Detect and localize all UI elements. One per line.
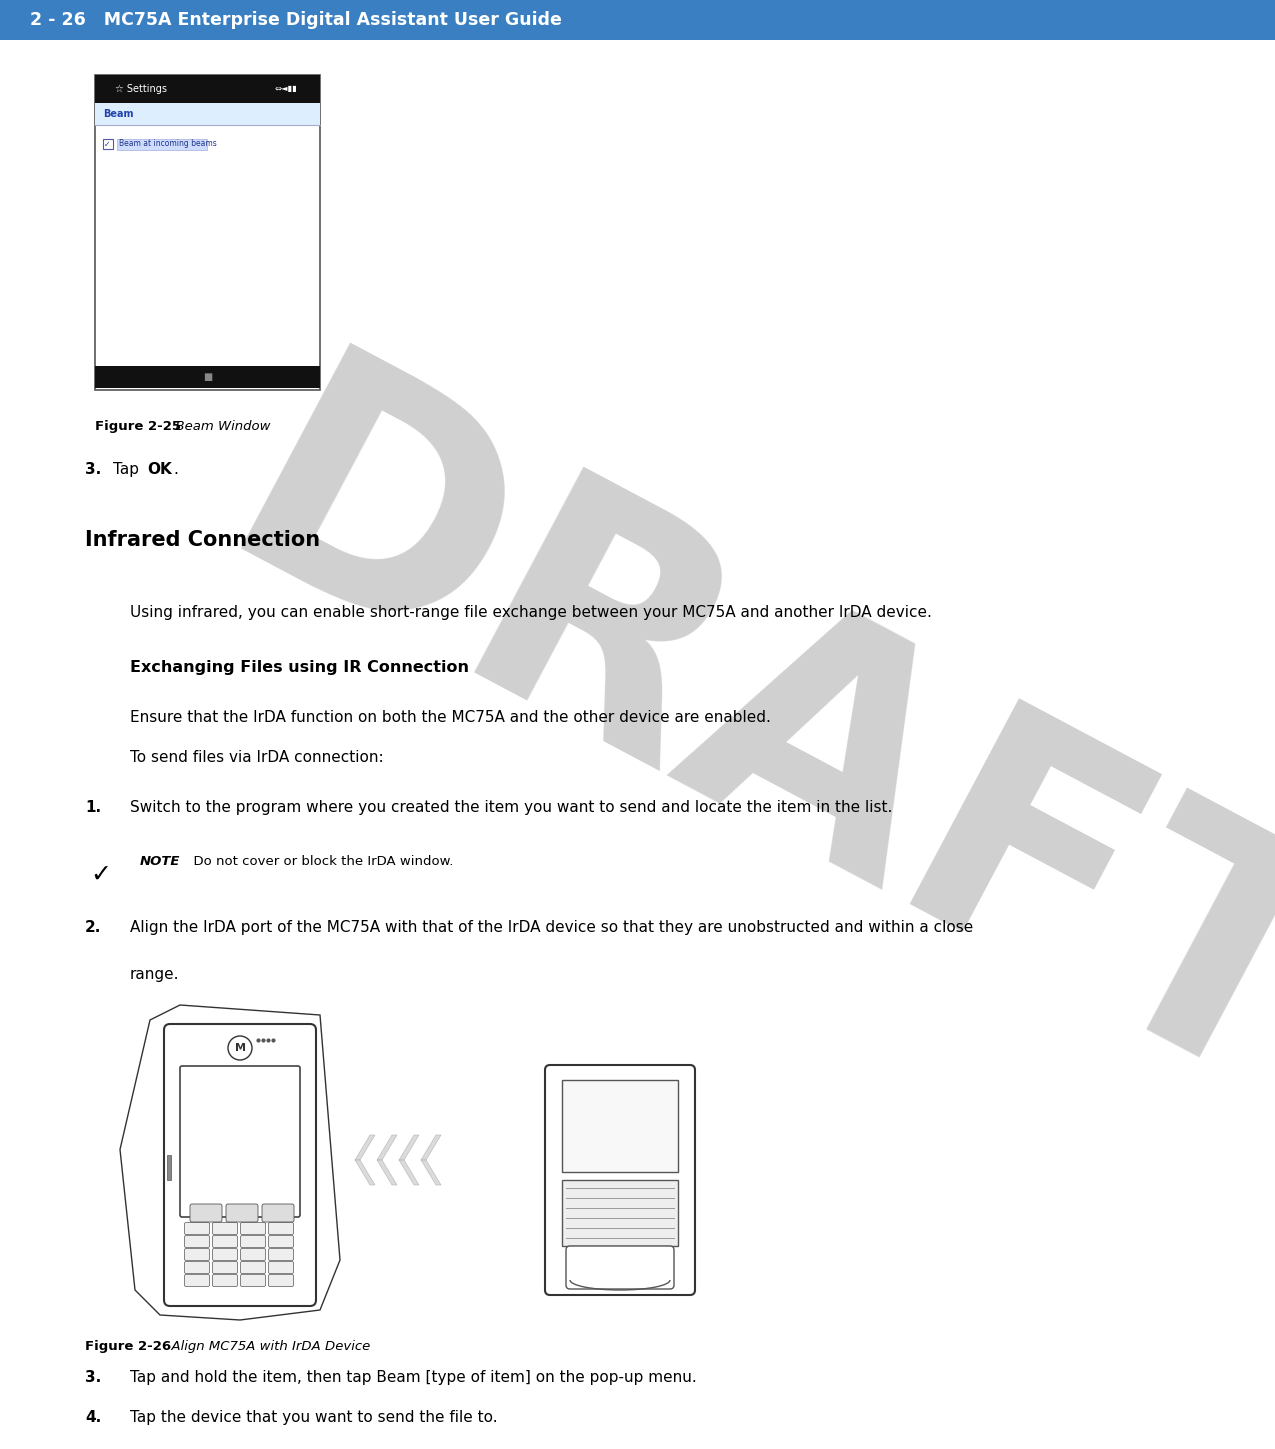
- Polygon shape: [399, 1161, 419, 1185]
- FancyBboxPatch shape: [213, 1236, 237, 1248]
- Polygon shape: [377, 1161, 397, 1185]
- FancyBboxPatch shape: [190, 1204, 222, 1222]
- Text: NOTE: NOTE: [140, 855, 180, 868]
- FancyBboxPatch shape: [269, 1249, 293, 1261]
- Text: 3.: 3.: [85, 1369, 101, 1385]
- Text: 3.: 3.: [85, 462, 101, 477]
- Text: Figure 2-25: Figure 2-25: [96, 420, 181, 433]
- FancyBboxPatch shape: [241, 1249, 265, 1261]
- FancyBboxPatch shape: [213, 1275, 237, 1287]
- Bar: [562, 1181, 678, 1246]
- FancyBboxPatch shape: [185, 1223, 209, 1235]
- Text: To send files via IrDA connection:: To send files via IrDA connection:: [130, 751, 384, 765]
- Bar: [96, 75, 320, 103]
- Text: Switch to the program where you created the item you want to send and locate the: Switch to the program where you created …: [130, 800, 892, 814]
- Text: Ensure that the IrDA function on both the MC75A and the other device are enabled: Ensure that the IrDA function on both th…: [130, 710, 771, 724]
- Polygon shape: [120, 1006, 340, 1320]
- Text: Tap: Tap: [113, 462, 144, 477]
- Text: Do not cover or block the IrDA window.: Do not cover or block the IrDA window.: [185, 855, 454, 868]
- Bar: [96, 367, 320, 388]
- FancyBboxPatch shape: [185, 1275, 209, 1287]
- Bar: [117, 139, 207, 151]
- FancyBboxPatch shape: [261, 1204, 295, 1222]
- FancyBboxPatch shape: [269, 1236, 293, 1248]
- Text: Tap the device that you want to send the file to.: Tap the device that you want to send the…: [130, 1410, 497, 1424]
- Text: 2.: 2.: [85, 920, 102, 935]
- FancyBboxPatch shape: [241, 1275, 265, 1287]
- Bar: [103, 139, 113, 149]
- FancyBboxPatch shape: [269, 1223, 293, 1235]
- Text: Exchanging Files using IR Connection: Exchanging Files using IR Connection: [130, 659, 469, 675]
- Text: ✓: ✓: [91, 864, 111, 887]
- Circle shape: [228, 1036, 252, 1061]
- FancyBboxPatch shape: [213, 1223, 237, 1235]
- FancyBboxPatch shape: [213, 1262, 237, 1274]
- Polygon shape: [377, 1135, 397, 1161]
- Text: M: M: [235, 1043, 246, 1053]
- Bar: [0, 0, 1275, 41]
- FancyBboxPatch shape: [185, 1262, 209, 1274]
- Text: Using infrared, you can enable short-range file exchange between your MC75A and : Using infrared, you can enable short-ran…: [130, 606, 932, 620]
- Text: OK: OK: [147, 462, 172, 477]
- FancyBboxPatch shape: [241, 1236, 265, 1248]
- Text: Align MC75A with IrDA Device: Align MC75A with IrDA Device: [163, 1340, 370, 1353]
- FancyBboxPatch shape: [544, 1065, 695, 1295]
- FancyBboxPatch shape: [241, 1262, 265, 1274]
- Text: Infrared Connection: Infrared Connection: [85, 530, 320, 551]
- Bar: [562, 1080, 678, 1172]
- Polygon shape: [354, 1135, 375, 1161]
- FancyBboxPatch shape: [180, 1066, 300, 1217]
- Text: DRAFT: DRAFT: [180, 333, 1275, 1166]
- FancyBboxPatch shape: [185, 1249, 209, 1261]
- Bar: [167, 1155, 171, 1179]
- FancyBboxPatch shape: [164, 1024, 316, 1306]
- Text: range.: range.: [130, 966, 180, 982]
- Polygon shape: [421, 1135, 441, 1161]
- Polygon shape: [354, 1161, 375, 1185]
- FancyBboxPatch shape: [269, 1262, 293, 1274]
- Text: Beam at incoming beams: Beam at incoming beams: [119, 139, 217, 148]
- FancyBboxPatch shape: [226, 1204, 258, 1222]
- Text: Tap and hold the item, then tap Beam [type of item] on the pop-up menu.: Tap and hold the item, then tap Beam [ty…: [130, 1369, 696, 1385]
- Text: 4.: 4.: [85, 1410, 101, 1424]
- Polygon shape: [421, 1161, 441, 1185]
- Text: ⇔◄▮▮: ⇔◄▮▮: [275, 84, 298, 94]
- FancyBboxPatch shape: [566, 1246, 674, 1290]
- Bar: [96, 75, 320, 390]
- Bar: [96, 103, 320, 125]
- Text: ☆ Settings: ☆ Settings: [115, 84, 167, 94]
- Text: Figure 2-26: Figure 2-26: [85, 1340, 171, 1353]
- Text: Align the IrDA port of the MC75A with that of the IrDA device so that they are u: Align the IrDA port of the MC75A with th…: [130, 920, 973, 935]
- Text: Beam: Beam: [103, 109, 134, 119]
- Text: ✓: ✓: [105, 139, 111, 148]
- FancyBboxPatch shape: [241, 1223, 265, 1235]
- Text: Beam Window: Beam Window: [167, 420, 270, 433]
- Text: .: .: [173, 462, 178, 477]
- FancyBboxPatch shape: [185, 1236, 209, 1248]
- Text: ■: ■: [203, 372, 212, 383]
- Text: 1.: 1.: [85, 800, 101, 814]
- FancyBboxPatch shape: [269, 1275, 293, 1287]
- Polygon shape: [399, 1135, 419, 1161]
- Text: 2 - 26   MC75A Enterprise Digital Assistant User Guide: 2 - 26 MC75A Enterprise Digital Assistan…: [31, 12, 562, 29]
- FancyBboxPatch shape: [213, 1249, 237, 1261]
